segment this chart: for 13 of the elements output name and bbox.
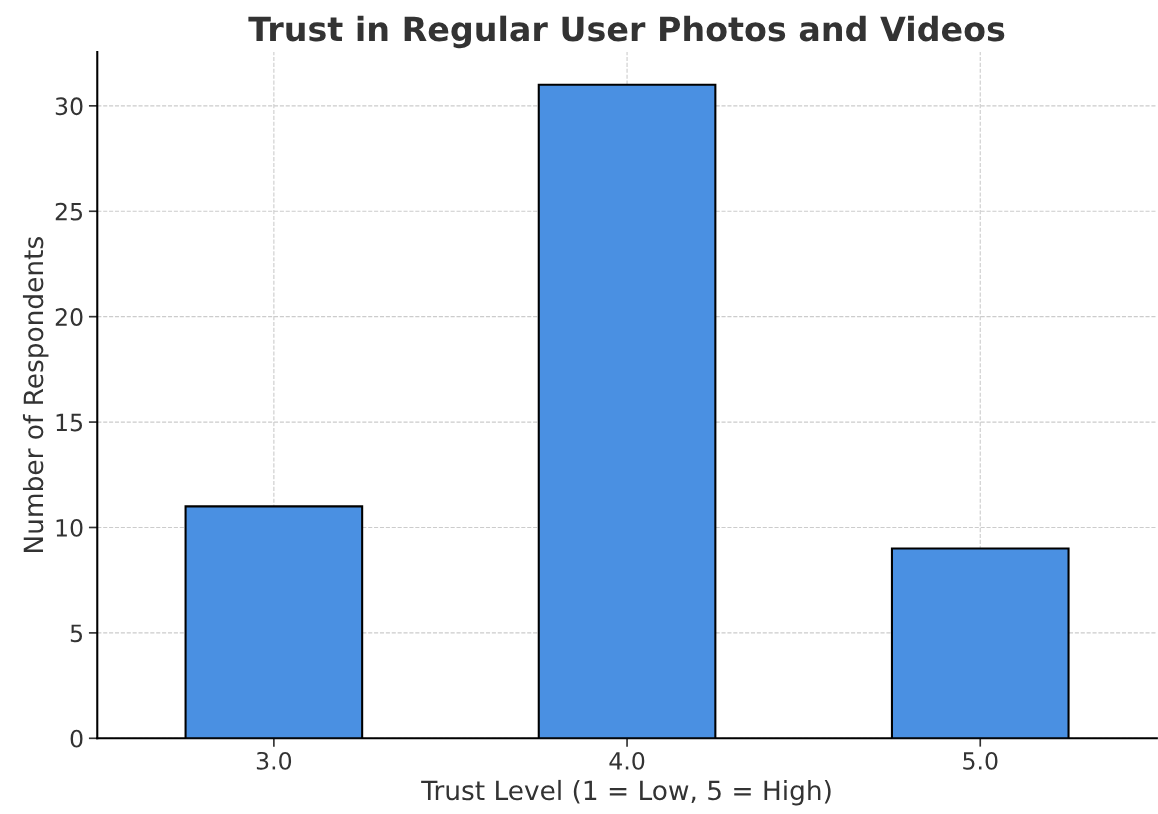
y-tick-label: 0 (70, 729, 83, 748)
y-tick-label: 30 (55, 97, 83, 116)
x-tick-label: 4.0 (609, 751, 645, 770)
y-tick-label: 15 (56, 413, 83, 432)
y-tick-label: 10 (56, 518, 83, 537)
x-tick-label: 5.0 (963, 751, 998, 770)
y-tick-label: 5 (70, 624, 83, 643)
y-tick-label: 20 (55, 308, 83, 326)
y-tick-label: 25 (55, 202, 83, 221)
x-tick-label: 3.0 (256, 751, 292, 770)
x-axis-title: Trust Level (1 = Low, 5 = High) (421, 779, 831, 806)
chart-title: Trust in Regular User Photos and Videos (248, 15, 1005, 49)
y-axis-title: Number of Respondents (22, 237, 49, 552)
